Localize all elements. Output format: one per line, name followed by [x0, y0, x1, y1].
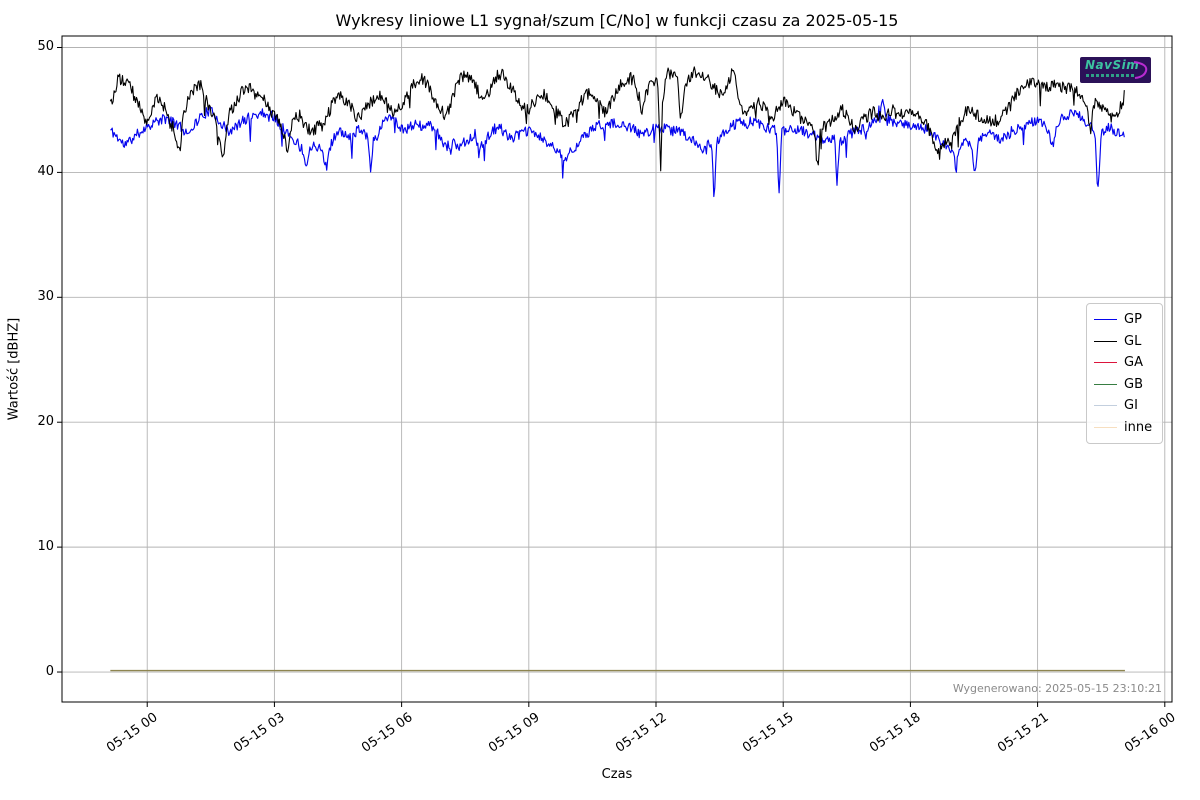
legend-swatch: [1094, 426, 1117, 428]
legend-swatch: [1094, 340, 1117, 342]
chart-title: Wykresy liniowe L1 sygnał/szum [C/No] w …: [335, 11, 899, 30]
legend-swatch: [1094, 362, 1117, 364]
legend-item-GP: GP: [1094, 309, 1154, 331]
y-tick-label: 20: [37, 414, 54, 430]
y-tick-label: 30: [37, 289, 54, 305]
legend-label: GA: [1124, 355, 1143, 371]
legend-item-GB: GB: [1094, 374, 1154, 396]
legend-item-inne: inne: [1094, 417, 1154, 439]
legend-swatch: [1094, 383, 1117, 385]
legend-item-GI: GI: [1094, 395, 1154, 417]
legend: GP GL GA GB GI inne: [1086, 303, 1163, 444]
legend-swatch: [1094, 319, 1117, 321]
y-tick-label: 40: [37, 164, 54, 180]
navsim-logo-text: NavSim: [1085, 58, 1140, 72]
x-axis-label: Czas: [601, 767, 633, 782]
navsim-swoosh-icon: [1133, 61, 1148, 79]
generated-timestamp: Wygenerowano: 2025-05-15 23:10:21: [952, 682, 1162, 695]
y-axis-label: Wartość [dBHZ]: [6, 317, 22, 421]
legend-label: GL: [1124, 333, 1142, 349]
legend-item-GL: GL: [1094, 331, 1154, 353]
legend-label: GI: [1124, 398, 1138, 414]
y-tick-label: 50: [37, 39, 54, 55]
navsim-logo-tagline: [1086, 74, 1136, 77]
legend-label: inne: [1124, 419, 1153, 435]
legend-label: GB: [1124, 376, 1143, 392]
legend-item-GA: GA: [1094, 352, 1154, 374]
y-tick-label: 0: [45, 664, 54, 680]
legend-label: GP: [1124, 312, 1142, 328]
y-tick-label: 10: [37, 539, 54, 555]
navsim-logo: NavSim: [1080, 57, 1151, 83]
legend-swatch: [1094, 405, 1117, 407]
